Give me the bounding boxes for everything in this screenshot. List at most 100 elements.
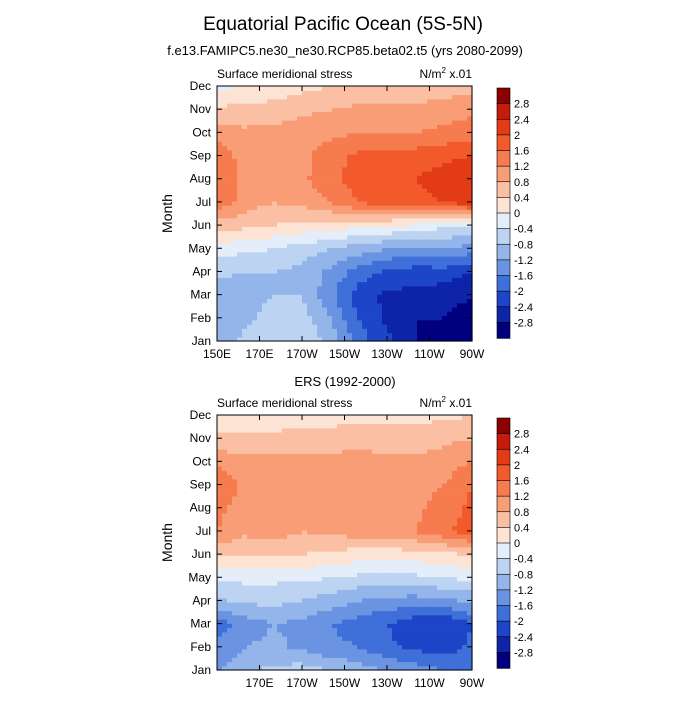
heatmap-cell bbox=[412, 184, 418, 189]
heatmap-cell bbox=[387, 188, 393, 193]
heatmap-cell bbox=[452, 303, 458, 308]
heatmap-cell bbox=[407, 269, 413, 274]
heatmap-cell bbox=[292, 273, 298, 278]
heatmap-cell bbox=[402, 640, 408, 645]
heatmap-cell bbox=[357, 107, 363, 112]
heatmap-cell bbox=[387, 649, 393, 654]
heatmap-cell bbox=[442, 158, 448, 163]
heatmap-cell bbox=[402, 197, 408, 202]
heatmap-cell bbox=[307, 560, 313, 565]
heatmap-cell bbox=[462, 530, 468, 535]
heatmap-cell bbox=[292, 235, 298, 240]
heatmap-cell bbox=[307, 209, 313, 214]
heatmap-cell bbox=[447, 320, 453, 325]
heatmap-cell bbox=[367, 653, 373, 658]
heatmap-cell bbox=[257, 175, 263, 180]
heatmap-cell bbox=[242, 333, 248, 338]
heatmap-cell bbox=[327, 299, 333, 304]
heatmap-cell bbox=[347, 239, 353, 244]
heatmap-cell bbox=[327, 269, 333, 274]
heatmap-cell bbox=[397, 324, 403, 329]
heatmap-cell bbox=[352, 192, 358, 197]
heatmap-cell bbox=[327, 141, 333, 146]
heatmap-cell bbox=[287, 269, 293, 274]
heatmap-cell bbox=[257, 316, 263, 321]
heatmap-cell bbox=[397, 141, 403, 146]
heatmap-cell bbox=[312, 235, 318, 240]
heatmap-cell bbox=[227, 150, 233, 155]
heatmap-cell bbox=[447, 133, 453, 138]
heatmap-cell bbox=[252, 235, 258, 240]
heatmap-cell bbox=[287, 534, 293, 539]
heatmap-cell bbox=[372, 269, 378, 274]
heatmap-cell bbox=[232, 146, 238, 151]
heatmap-cell bbox=[282, 180, 288, 185]
heatmap-cell bbox=[282, 606, 288, 611]
heatmap-cell bbox=[462, 175, 468, 180]
heatmap-cell bbox=[392, 577, 398, 582]
heatmap-cell bbox=[442, 243, 448, 248]
heatmap-cell bbox=[407, 218, 413, 223]
heatmap-cell bbox=[267, 521, 273, 526]
heatmap-cell bbox=[312, 564, 318, 569]
heatmap-cell bbox=[442, 124, 448, 129]
heatmap-cell bbox=[282, 594, 288, 599]
heatmap-cell bbox=[267, 137, 273, 142]
heatmap-cell bbox=[372, 252, 378, 257]
heatmap-cell bbox=[297, 640, 303, 645]
heatmap-cell bbox=[427, 568, 433, 573]
heatmap-cell bbox=[342, 192, 348, 197]
heatmap-cell bbox=[277, 95, 283, 100]
heatmap-cell bbox=[412, 303, 418, 308]
heatmap-cell bbox=[447, 158, 453, 163]
heatmap-cell bbox=[287, 188, 293, 193]
heatmap-cell bbox=[367, 538, 373, 543]
heatmap-cell bbox=[407, 175, 413, 180]
heatmap-cell bbox=[372, 222, 378, 227]
heatmap-cell bbox=[432, 598, 438, 603]
heatmap-cell bbox=[287, 103, 293, 108]
heatmap-cell bbox=[452, 530, 458, 535]
heatmap-cell bbox=[447, 299, 453, 304]
heatmap-cell bbox=[347, 277, 353, 282]
heatmap-cell bbox=[387, 107, 393, 112]
heatmap-cell bbox=[402, 222, 408, 227]
heatmap-cell bbox=[432, 167, 438, 172]
heatmap-cell bbox=[337, 320, 343, 325]
heatmap-cell bbox=[257, 192, 263, 197]
heatmap-cell bbox=[302, 137, 308, 142]
heatmap-cell bbox=[227, 120, 233, 125]
heatmap-cell bbox=[417, 589, 423, 594]
heatmap-cell bbox=[372, 560, 378, 565]
heatmap-cell bbox=[282, 141, 288, 146]
heatmap-cell bbox=[252, 543, 258, 548]
heatmap-cell bbox=[307, 243, 313, 248]
heatmap-cell bbox=[307, 112, 313, 117]
heatmap-cell bbox=[222, 197, 228, 202]
heatmap-cell bbox=[307, 137, 313, 142]
heatmap-cell bbox=[252, 137, 258, 142]
heatmap-cell bbox=[427, 231, 433, 236]
heatmap-cell bbox=[362, 184, 368, 189]
heatmap-cell bbox=[397, 260, 403, 265]
heatmap-cell bbox=[367, 606, 373, 611]
heatmap-cell bbox=[292, 560, 298, 565]
heatmap-cell bbox=[427, 260, 433, 265]
heatmap-cell bbox=[222, 163, 228, 168]
heatmap-cell bbox=[337, 615, 343, 620]
heatmap-cell bbox=[432, 547, 438, 552]
heatmap-cell bbox=[292, 175, 298, 180]
heatmap-cell bbox=[267, 530, 273, 535]
heatmap-cell bbox=[292, 294, 298, 299]
heatmap-cell bbox=[222, 538, 228, 543]
heatmap-cell bbox=[272, 623, 278, 628]
heatmap-cell bbox=[357, 598, 363, 603]
heatmap-cell bbox=[437, 538, 443, 543]
heatmap-cell bbox=[292, 555, 298, 560]
heatmap-cell bbox=[252, 534, 258, 539]
heatmap-cell bbox=[432, 129, 438, 134]
heatmap-cell bbox=[397, 307, 403, 312]
heatmap-cell bbox=[317, 311, 323, 316]
heatmap-cell bbox=[322, 290, 328, 295]
heatmap-cell bbox=[357, 517, 363, 522]
